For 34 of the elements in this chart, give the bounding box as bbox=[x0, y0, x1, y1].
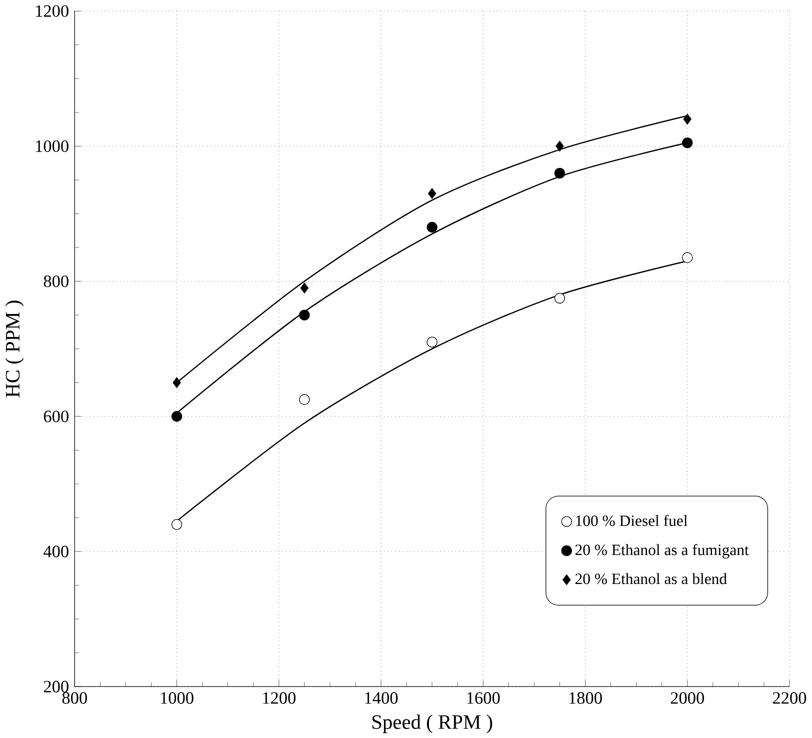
point bbox=[556, 140, 564, 152]
point bbox=[426, 222, 438, 232]
x-tick-label: 800 bbox=[62, 692, 87, 704]
y-tick-label: 800 bbox=[44, 275, 68, 287]
point bbox=[428, 188, 436, 199]
legend-label: 100 % Diesel fuel bbox=[576, 514, 688, 526]
x-tick-label: 1600 bbox=[467, 692, 500, 704]
point bbox=[682, 252, 693, 263]
x-tick-label: 1800 bbox=[569, 692, 602, 704]
x-tick-label: 1000 bbox=[161, 692, 194, 704]
x-tick-label: 1200 bbox=[263, 692, 296, 704]
x-tick-label: 1400 bbox=[365, 692, 398, 704]
point bbox=[426, 336, 438, 348]
point bbox=[299, 310, 310, 320]
y-axis-title: HC ( PPM ) bbox=[5, 300, 24, 398]
y-tick-label: 600 bbox=[44, 410, 68, 422]
point bbox=[554, 168, 566, 178]
x-axis-title: Speed ( RPM ) bbox=[372, 714, 492, 733]
point bbox=[683, 114, 692, 124]
x-tick-label: 2200 bbox=[772, 692, 806, 704]
point bbox=[171, 410, 182, 422]
y-tick-label: 1200 bbox=[36, 5, 68, 17]
point bbox=[300, 282, 309, 294]
y-tick-label: 200 bbox=[44, 680, 68, 692]
point bbox=[171, 518, 182, 530]
y-tick-label: 400 bbox=[44, 546, 68, 558]
point bbox=[682, 137, 693, 148]
point bbox=[172, 377, 181, 388]
y-tick-label: 1000 bbox=[36, 140, 68, 152]
legend-label: 20 % Ethanol as a fumigant bbox=[575, 544, 749, 558]
x-tick-label: 2000 bbox=[670, 692, 704, 704]
point bbox=[554, 292, 566, 304]
legend-label: 20 % Ethanol as a blend bbox=[575, 572, 727, 584]
point bbox=[299, 394, 310, 405]
